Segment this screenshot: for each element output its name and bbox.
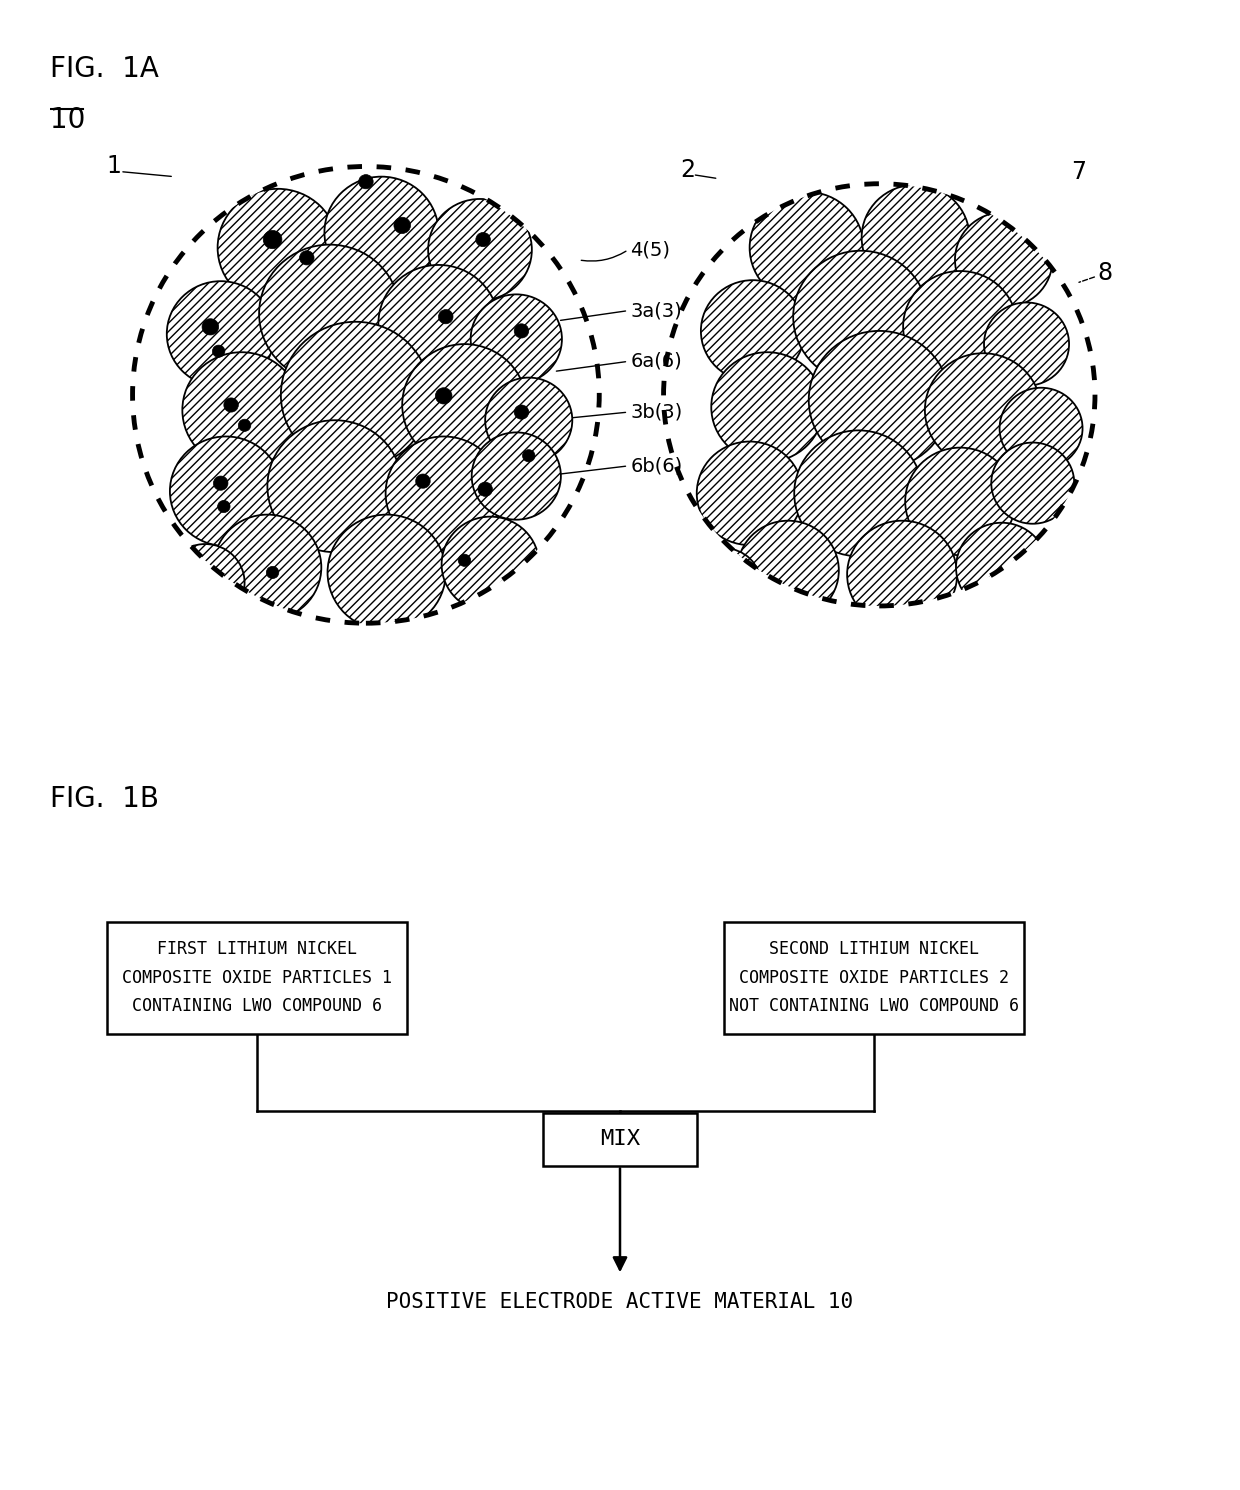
- Text: 3b(3): 3b(3): [630, 402, 683, 422]
- Text: 8: 8: [1097, 261, 1112, 285]
- Circle shape: [905, 447, 1016, 556]
- Circle shape: [712, 352, 823, 462]
- Circle shape: [991, 443, 1074, 524]
- Text: COMPOSITE OXIDE PARTICLES 2: COMPOSITE OXIDE PARTICLES 2: [739, 968, 1009, 986]
- Circle shape: [217, 189, 339, 307]
- Circle shape: [213, 514, 321, 620]
- Text: 3a(3): 3a(3): [630, 301, 682, 320]
- Circle shape: [847, 520, 957, 629]
- Circle shape: [459, 554, 471, 566]
- Circle shape: [435, 387, 453, 404]
- Circle shape: [862, 185, 970, 291]
- Circle shape: [471, 432, 560, 520]
- Text: MIX: MIX: [600, 1129, 640, 1149]
- Circle shape: [955, 212, 1053, 307]
- FancyBboxPatch shape: [107, 922, 408, 1034]
- Circle shape: [522, 450, 534, 462]
- Circle shape: [267, 566, 279, 578]
- Circle shape: [259, 244, 401, 383]
- Circle shape: [281, 322, 430, 468]
- Circle shape: [701, 280, 805, 381]
- Circle shape: [212, 346, 224, 358]
- Circle shape: [956, 523, 1048, 612]
- Circle shape: [738, 520, 838, 620]
- Text: 6a(6): 6a(6): [630, 352, 682, 371]
- Circle shape: [794, 250, 928, 383]
- Text: 1: 1: [107, 155, 122, 179]
- Circle shape: [428, 200, 532, 301]
- Text: FIG.  1B: FIG. 1B: [50, 785, 159, 814]
- Text: SECOND LITHIUM NICKEL: SECOND LITHIUM NICKEL: [769, 940, 980, 958]
- Text: CONTAINING LWO COMPOUND 6: CONTAINING LWO COMPOUND 6: [131, 997, 382, 1015]
- Circle shape: [515, 405, 528, 419]
- Circle shape: [268, 420, 402, 553]
- Circle shape: [170, 437, 281, 545]
- Circle shape: [166, 544, 244, 621]
- FancyBboxPatch shape: [724, 922, 1024, 1034]
- Circle shape: [202, 319, 218, 335]
- Circle shape: [213, 475, 228, 490]
- Text: 10: 10: [50, 106, 86, 134]
- Circle shape: [224, 398, 238, 413]
- FancyBboxPatch shape: [543, 1113, 697, 1165]
- Circle shape: [471, 295, 562, 384]
- Circle shape: [441, 517, 539, 612]
- Circle shape: [325, 177, 439, 288]
- Circle shape: [903, 271, 1017, 383]
- Circle shape: [217, 501, 231, 513]
- Text: 2: 2: [681, 158, 696, 182]
- Circle shape: [182, 352, 300, 468]
- Circle shape: [358, 174, 373, 189]
- Text: NOT CONTAINING LWO COMPOUND 6: NOT CONTAINING LWO COMPOUND 6: [729, 997, 1019, 1015]
- Circle shape: [750, 192, 864, 304]
- Text: 6b(6): 6b(6): [630, 456, 683, 475]
- Circle shape: [477, 483, 492, 496]
- Circle shape: [439, 310, 453, 323]
- Circle shape: [238, 419, 250, 432]
- Circle shape: [167, 282, 274, 387]
- Text: 7: 7: [1071, 159, 1086, 183]
- Circle shape: [687, 548, 761, 621]
- Text: FIRST LITHIUM NICKEL: FIRST LITHIUM NICKEL: [157, 940, 357, 958]
- Circle shape: [515, 323, 528, 338]
- Text: COMPOSITE OXIDE PARTICLES 1: COMPOSITE OXIDE PARTICLES 1: [122, 968, 392, 986]
- Circle shape: [394, 218, 410, 234]
- Circle shape: [300, 250, 314, 265]
- Circle shape: [187, 571, 202, 584]
- Circle shape: [327, 514, 445, 630]
- Circle shape: [476, 232, 490, 247]
- Text: 4(5): 4(5): [630, 240, 671, 259]
- Circle shape: [985, 302, 1069, 386]
- Circle shape: [402, 344, 527, 466]
- Text: FIG.  1A: FIG. 1A: [50, 55, 159, 83]
- Circle shape: [795, 431, 923, 556]
- Circle shape: [808, 331, 950, 469]
- Circle shape: [697, 441, 802, 545]
- Circle shape: [925, 353, 1042, 466]
- Circle shape: [415, 474, 430, 489]
- Circle shape: [263, 231, 281, 249]
- Circle shape: [378, 265, 498, 383]
- Circle shape: [999, 387, 1083, 469]
- Text: POSITIVE ELECTRODE ACTIVE MATERIAL 10: POSITIVE ELECTRODE ACTIVE MATERIAL 10: [387, 1292, 853, 1313]
- Circle shape: [386, 437, 502, 550]
- Circle shape: [485, 377, 573, 463]
